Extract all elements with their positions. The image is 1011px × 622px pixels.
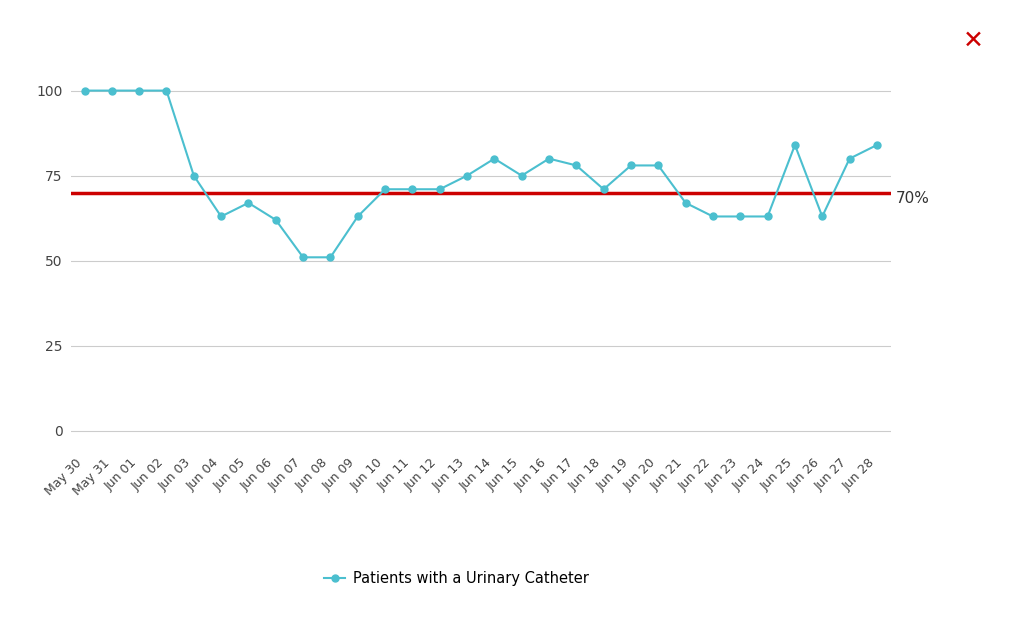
Text: 70%: 70% (895, 192, 928, 207)
Text: ✕: ✕ (962, 29, 983, 52)
Legend: Patients with a Urinary Catheter: Patients with a Urinary Catheter (317, 565, 593, 592)
